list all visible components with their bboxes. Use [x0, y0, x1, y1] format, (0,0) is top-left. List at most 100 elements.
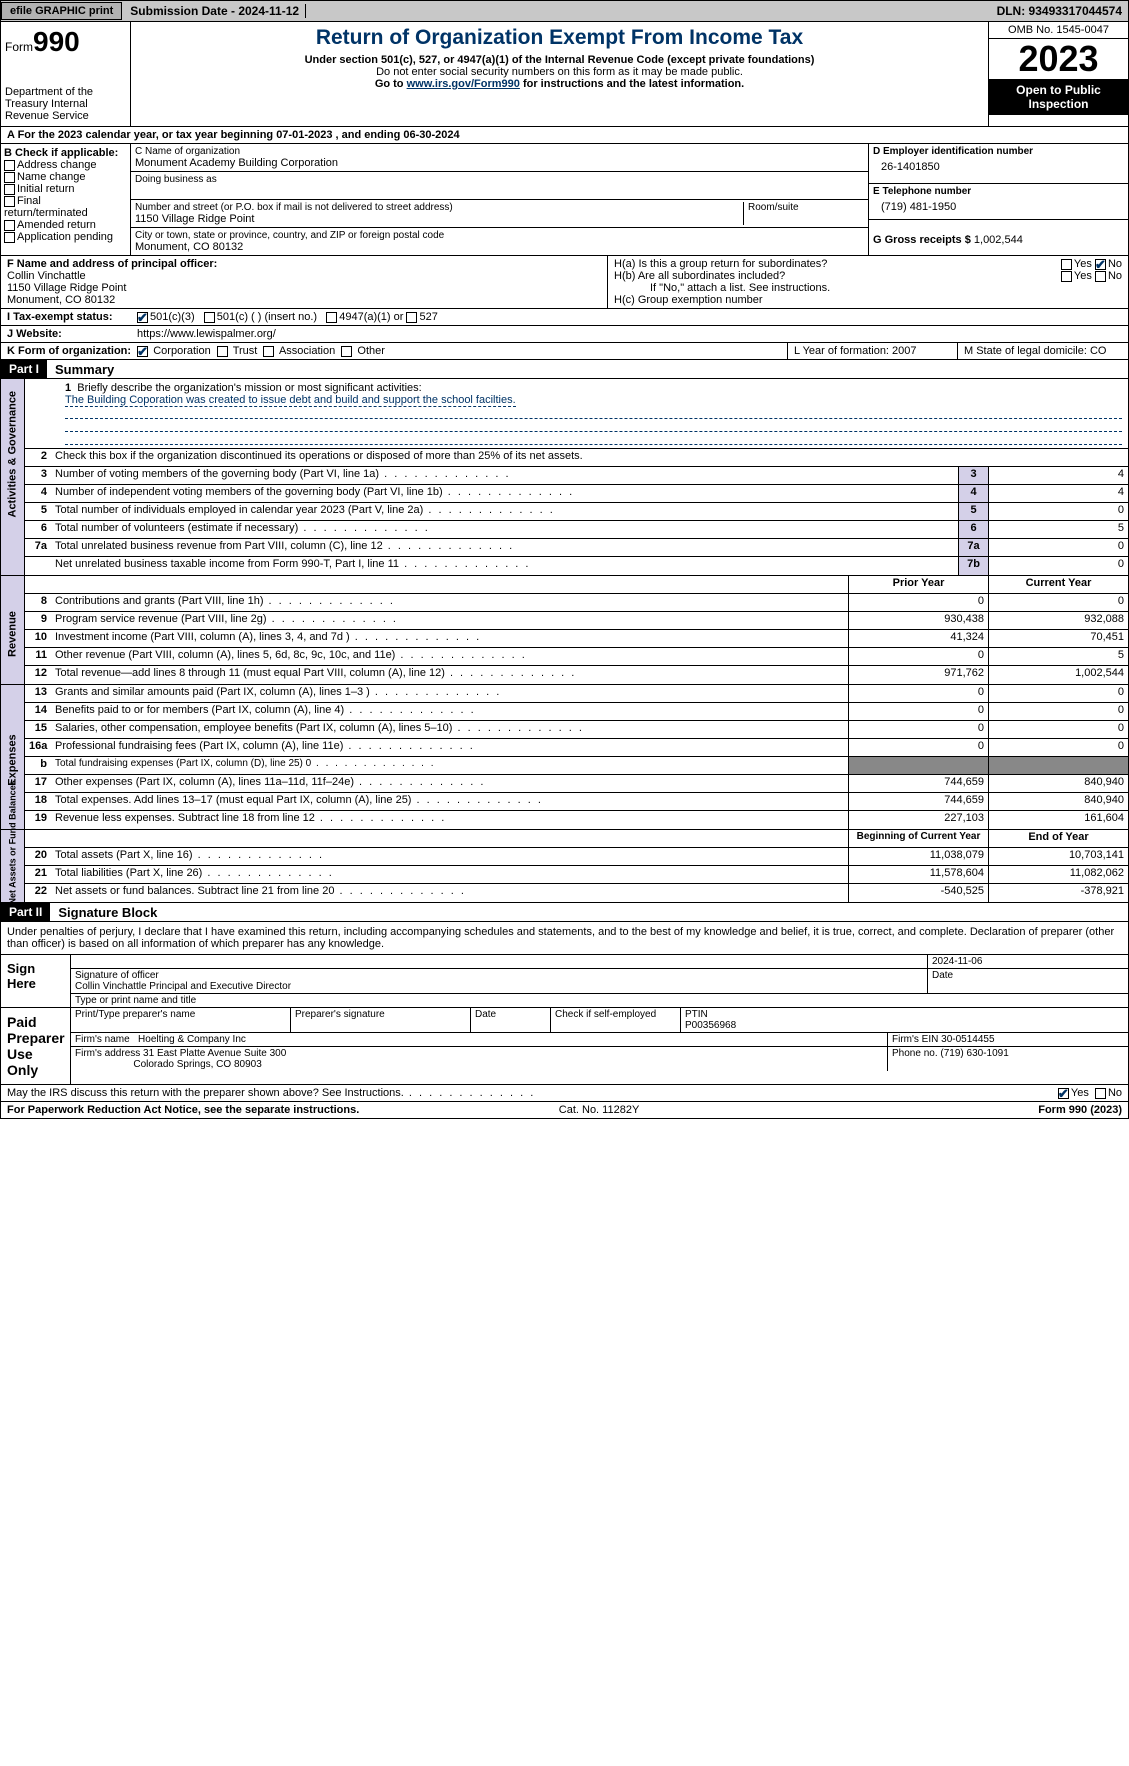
form-number: Form990	[5, 26, 126, 58]
sect-revenue: Revenue bPrior YearCurrent Year 8Contrib…	[0, 576, 1129, 685]
table-row: 19Revenue less expenses. Subtract line 1…	[25, 811, 1128, 829]
state-domicile: M State of legal domicile: CO	[958, 343, 1128, 359]
firm-addr2: Colorado Springs, CO 80903	[133, 1059, 261, 1070]
officer-sig: Collin Vinchattle Principal and Executiv…	[75, 981, 291, 992]
page-footer: For Paperwork Reduction Act Notice, see …	[0, 1102, 1129, 1119]
dba-label: Doing business as	[135, 174, 864, 185]
perjury-text: Under penalties of perjury, I declare th…	[0, 922, 1129, 955]
sect-net-assets: Net Assets or Fund Balances Beginning of…	[0, 830, 1129, 903]
city-state-zip: Monument, CO 80132	[135, 241, 864, 253]
firm-ein-label: Firm's EIN	[892, 1034, 938, 1045]
chk-501c3[interactable]	[137, 312, 148, 323]
box-c: C Name of organization Monument Academy …	[131, 144, 868, 255]
hb-note: If "No," attach a list. See instructions…	[614, 282, 1122, 294]
box-b-label: B Check if applicable:	[4, 147, 127, 159]
sect-expenses: Expenses 13Grants and similar amounts pa…	[0, 685, 1129, 830]
box-b: B Check if applicable: Address change Na…	[1, 144, 131, 255]
officer-addr1: 1150 Village Ridge Point	[7, 282, 601, 294]
mission-label: Briefly describe the organization's miss…	[77, 382, 421, 394]
org-name-label: C Name of organization	[135, 146, 864, 157]
table-row: 9Program service revenue (Part VIII, lin…	[25, 612, 1128, 630]
table-row: Net unrelated business taxable income fr…	[25, 557, 1128, 575]
chk-ha-yes[interactable]	[1061, 259, 1072, 270]
line2: Check this box if the organization disco…	[55, 450, 583, 462]
chk-discuss-no[interactable]	[1095, 1088, 1106, 1099]
street-address: 1150 Village Ridge Point	[135, 213, 739, 225]
chk-app-pending[interactable]	[4, 232, 15, 243]
firm-name: Hoelting & Company Inc	[138, 1034, 246, 1045]
city-label: City or town, state or province, country…	[135, 230, 864, 241]
table-row: 3Number of voting members of the governi…	[25, 467, 1128, 485]
cat-no: Cat. No. 11282Y	[559, 1104, 640, 1116]
chk-hb-no[interactable]	[1095, 271, 1106, 282]
firm-ein: 30-0514455	[941, 1034, 994, 1045]
omb-number: OMB No. 1545-0047	[989, 22, 1128, 39]
hdr-curr: Current Year	[988, 576, 1128, 593]
gross-receipts-label: G Gross receipts $	[873, 234, 971, 246]
addr-label: Number and street (or P.O. box if mail i…	[135, 202, 739, 213]
chk-amended[interactable]	[4, 220, 15, 231]
row-i: I Tax-exempt status: 501(c)(3) 501(c) ( …	[0, 309, 1129, 326]
prep-name-label: Print/Type preparer's name	[71, 1008, 291, 1032]
table-row: 13Grants and similar amounts paid (Part …	[25, 685, 1128, 703]
table-row: 6Total number of volunteers (estimate if…	[25, 521, 1128, 539]
part1-title: Summary	[47, 362, 114, 377]
sect-governance: Activities & Governance 1 Briefly descri…	[0, 379, 1129, 576]
chk-final-return[interactable]	[4, 196, 15, 207]
table-row: 14Benefits paid to or for members (Part …	[25, 703, 1128, 721]
vlabel-net: Net Assets or Fund Balances	[8, 835, 18, 904]
form-title: Return of Organization Exempt From Incom…	[137, 26, 982, 50]
firm-addr1: 31 East Platte Avenue Suite 300	[143, 1048, 286, 1059]
tax-status-label: I Tax-exempt status:	[7, 311, 137, 323]
table-row: 22Net assets or fund balances. Subtract …	[25, 884, 1128, 902]
paid-prep-label: Paid Preparer Use Only	[1, 1008, 71, 1084]
self-emp: Check if self-employed	[555, 1009, 656, 1020]
part1-bar: Part I	[1, 360, 47, 378]
table-row: 4Number of independent voting members of…	[25, 485, 1128, 503]
top-bar: efile GRAPHIC print Submission Date - 20…	[0, 0, 1129, 22]
chk-initial-return[interactable]	[4, 184, 15, 195]
discuss-row: May the IRS discuss this return with the…	[0, 1085, 1129, 1102]
chk-corp[interactable]	[137, 346, 148, 357]
chk-hb-yes[interactable]	[1061, 271, 1072, 282]
hb-label: H(b) Are all subordinates included?	[614, 270, 1061, 282]
form-org-label: K Form of organization:	[7, 345, 131, 357]
table-row: 11Other revenue (Part VIII, column (A), …	[25, 648, 1128, 666]
officer-name: Collin Vinchattle	[7, 270, 601, 282]
prep-date-label: Date	[471, 1008, 551, 1032]
chk-name-change[interactable]	[4, 172, 15, 183]
chk-other[interactable]	[341, 346, 352, 357]
entity-block: B Check if applicable: Address change Na…	[0, 144, 1129, 256]
table-row: 15Salaries, other compensation, employee…	[25, 721, 1128, 739]
table-row: 20Total assets (Part X, line 16)11,038,0…	[25, 848, 1128, 866]
form-header: Form990 Department of the Treasury Inter…	[0, 22, 1129, 127]
efile-print-button[interactable]: efile GRAPHIC print	[1, 2, 122, 20]
part2-title: Signature Block	[50, 905, 157, 920]
gross-receipts: 1,002,544	[974, 234, 1023, 246]
chk-501c[interactable]	[204, 312, 215, 323]
sig-officer-label: Signature of officer	[75, 970, 159, 981]
phone: (719) 481-1950	[873, 197, 1124, 217]
table-row: 17Other expenses (Part IX, column (A), l…	[25, 775, 1128, 793]
phone-label: E Telephone number	[873, 186, 1124, 197]
dln: DLN: 93493317044574	[991, 4, 1128, 18]
ptin: P00356968	[685, 1020, 736, 1031]
row-klm: K Form of organization: Corporation Trus…	[0, 343, 1129, 360]
chk-trust[interactable]	[217, 346, 228, 357]
chk-discuss-yes[interactable]	[1058, 1088, 1069, 1099]
chk-address-change[interactable]	[4, 160, 15, 171]
officer-addr2: Monument, CO 80132	[7, 294, 601, 306]
vlabel-gov: Activities & Governance	[7, 449, 19, 518]
subtitle-2: Do not enter social security numbers on …	[137, 66, 982, 78]
irs-link[interactable]: www.irs.gov/Form990	[407, 78, 520, 90]
subtitle-3: Go to www.irs.gov/Form990 for instructio…	[137, 78, 982, 90]
type-name-label: Type or print name and title	[71, 994, 1128, 1007]
chk-4947[interactable]	[326, 312, 337, 323]
row-j: J Website: https://www.lewispalmer.org/	[0, 326, 1129, 343]
sig-date-label: Date	[928, 969, 1128, 993]
chk-assoc[interactable]	[263, 346, 274, 357]
hc-label: H(c) Group exemption number	[614, 294, 1122, 306]
chk-ha-no[interactable]	[1095, 259, 1106, 270]
discuss-text: May the IRS discuss this return with the…	[7, 1087, 535, 1099]
chk-527[interactable]	[406, 312, 417, 323]
